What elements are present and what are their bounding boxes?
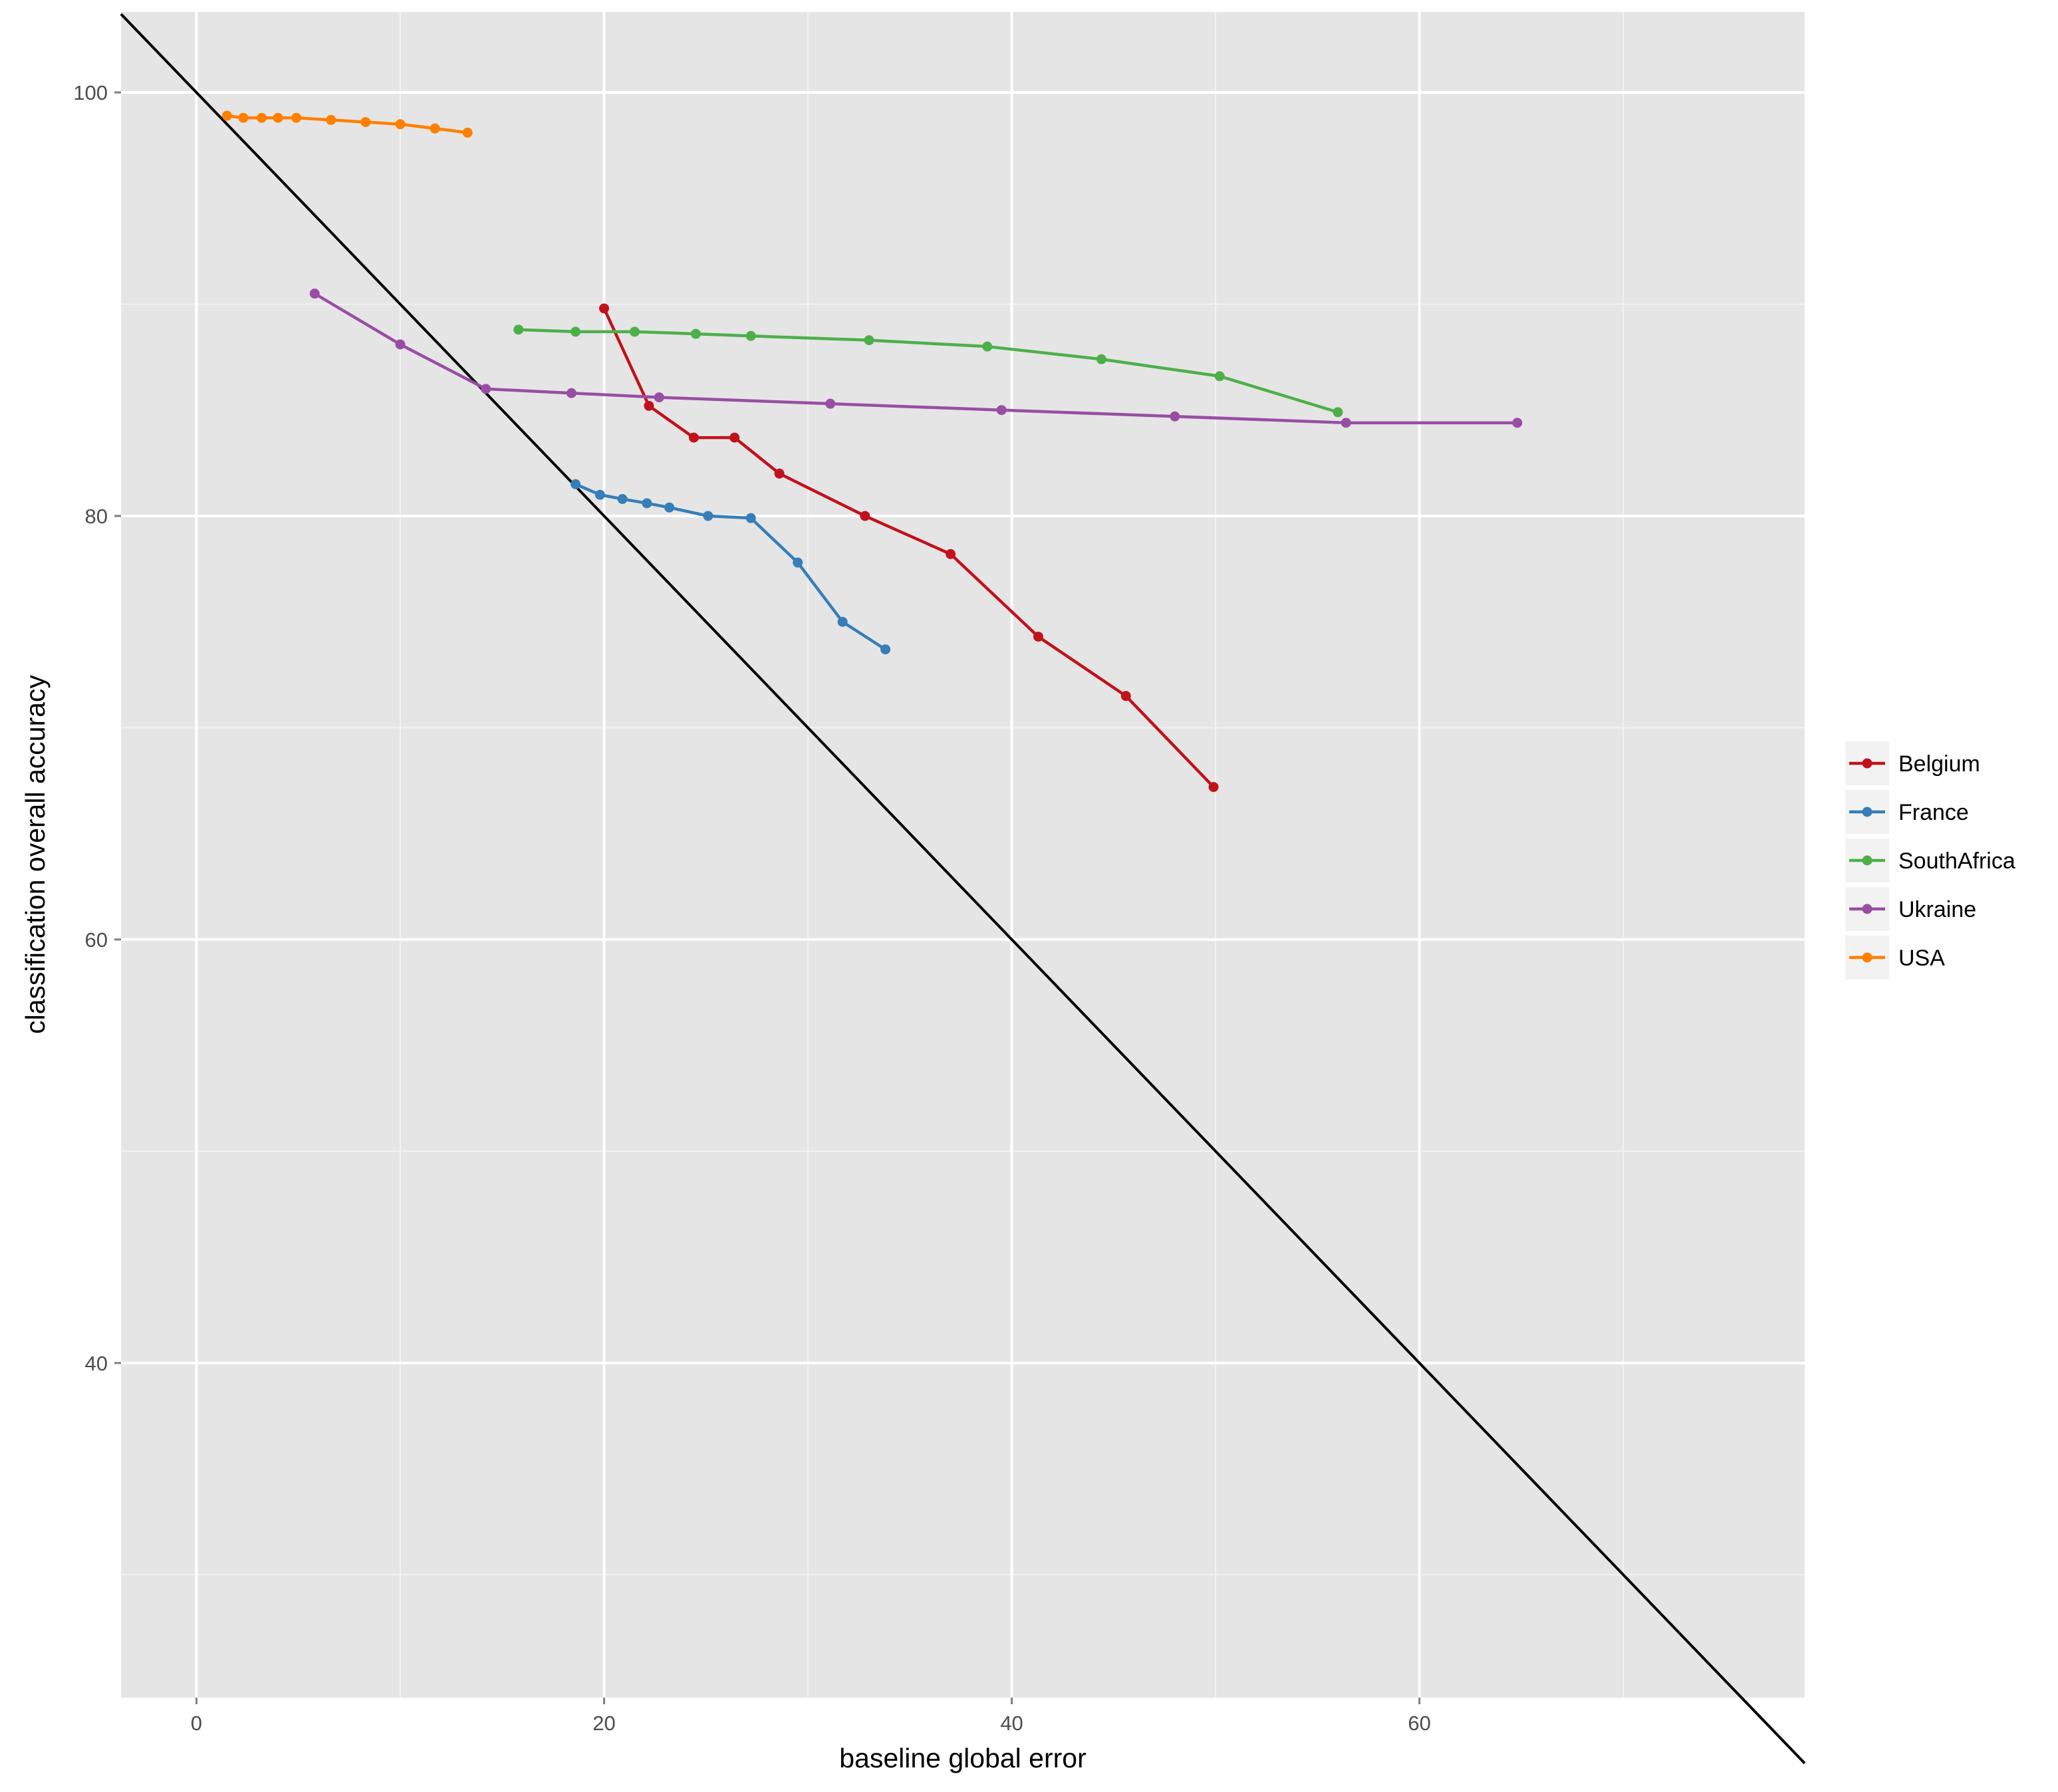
legend-label-ukraine: Ukraine (1898, 897, 1976, 922)
legend-key-point (1862, 807, 1872, 817)
data-point-belgium (1033, 631, 1043, 642)
data-point-belgium (1120, 691, 1131, 702)
data-point-southafrica (864, 335, 874, 346)
legend-label-southafrica: SouthAfrica (1898, 848, 2015, 874)
x-tick-label: 20 (592, 1712, 615, 1735)
legend-item-usa: USA (1845, 936, 1945, 979)
data-point-france (745, 513, 756, 523)
series-line-belgium (602, 307, 1215, 789)
series-usa (221, 110, 473, 138)
data-point-southafrica (571, 326, 581, 337)
legend-label-france: France (1898, 800, 1969, 825)
major-gridlines (121, 12, 1805, 1698)
data-point-ukraine (309, 289, 320, 299)
data-point-ukraine (395, 339, 406, 350)
y-axis-title: classification overall accuracy (20, 674, 51, 1034)
y-axis: 40 60 80 100 (73, 81, 121, 1375)
data-point-france (664, 502, 675, 513)
data-point-usa (395, 119, 406, 130)
data-point-belgium (1208, 782, 1219, 793)
data-point-southafrica (1096, 354, 1106, 364)
y-tick-label: 100 (73, 81, 108, 104)
data-point-usa (462, 128, 473, 138)
legend-key-point (1862, 758, 1872, 769)
series-france (571, 479, 891, 655)
data-point-france (617, 493, 628, 504)
plot-panel (121, 12, 1805, 1698)
data-point-ukraine (1170, 411, 1180, 422)
data-point-usa (257, 112, 267, 123)
legend-key-point (1862, 904, 1872, 914)
x-axis-title: baseline global error (839, 1743, 1087, 1773)
series-line-ukraine (314, 292, 1517, 425)
data-point-ukraine (1512, 418, 1523, 428)
y-tick-label: 80 (85, 505, 108, 528)
series-layer (221, 110, 1523, 793)
x-tick-label: 40 (1000, 1712, 1023, 1735)
data-point-usa (326, 114, 336, 125)
data-point-usa (238, 112, 249, 123)
series-line-france (575, 483, 886, 651)
data-point-usa (430, 123, 440, 134)
data-point-southafrica (690, 328, 701, 339)
legend-item-southafrica: SouthAfrica (1845, 838, 2015, 882)
minor-gridlines (121, 12, 1805, 1698)
data-point-southafrica (745, 330, 756, 341)
series-line-southafrica (518, 328, 1339, 414)
y-tick-label: 40 (85, 1352, 108, 1375)
data-point-southafrica (982, 341, 993, 352)
y-tick-label: 60 (85, 928, 108, 952)
data-point-belgium (598, 303, 609, 314)
data-point-france (703, 511, 713, 521)
legend-key-point (1862, 855, 1872, 866)
legend-key-point (1862, 952, 1872, 963)
data-point-belgium (644, 400, 654, 411)
data-point-ukraine (481, 384, 491, 394)
data-point-belgium (688, 432, 699, 443)
data-point-southafrica (1214, 371, 1225, 382)
series-southafrica (513, 324, 1343, 418)
x-tick-label: 0 (191, 1712, 202, 1735)
data-point-ukraine (566, 388, 577, 398)
legend-label-usa: USA (1898, 946, 1945, 971)
legend-label-belgium: Belgium (1898, 751, 1980, 777)
data-point-france (594, 489, 605, 500)
legend: Belgium France SouthAfrica Ukraine USA (1845, 741, 2015, 979)
series-line-usa (227, 114, 468, 134)
x-tick-label: 60 (1408, 1712, 1430, 1735)
data-point-france (837, 616, 848, 627)
data-point-usa (291, 112, 302, 123)
data-point-ukraine (996, 405, 1007, 416)
data-point-belgium (729, 432, 740, 443)
data-point-belgium (946, 549, 956, 559)
data-point-france (642, 498, 652, 509)
data-point-ukraine (1341, 418, 1351, 428)
data-point-usa (221, 110, 232, 121)
data-point-southafrica (1333, 407, 1343, 418)
data-point-usa (273, 112, 283, 123)
data-point-france (880, 644, 891, 655)
x-axis: 0 20 40 60 (191, 1698, 1431, 1735)
data-point-france (793, 557, 803, 568)
legend-item-belgium: Belgium (1845, 741, 1980, 785)
data-point-southafrica (629, 326, 640, 337)
legend-item-france: France (1845, 790, 1969, 834)
legend-item-ukraine: Ukraine (1845, 887, 1976, 931)
reference-line-layer (120, 13, 1806, 1765)
data-point-france (571, 479, 581, 489)
data-point-belgium (774, 468, 785, 479)
series-belgium (598, 303, 1219, 793)
reference-line (120, 13, 1806, 1765)
data-point-ukraine (654, 392, 664, 403)
data-point-usa (360, 117, 371, 128)
data-point-southafrica (513, 324, 524, 335)
data-point-belgium (860, 511, 870, 521)
series-ukraine (309, 289, 1523, 428)
data-point-ukraine (825, 398, 836, 409)
